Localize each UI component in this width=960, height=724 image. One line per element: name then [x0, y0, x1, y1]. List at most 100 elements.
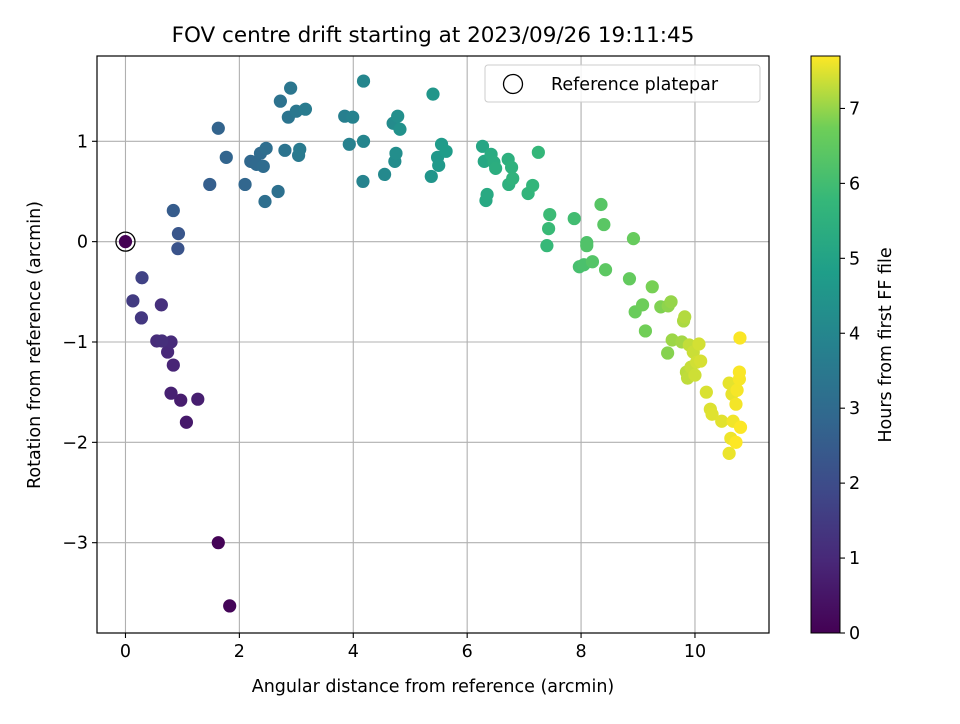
y-tick-label: 1 [77, 132, 88, 152]
data-point [179, 415, 194, 429]
data-point [638, 324, 653, 338]
data-point [692, 337, 706, 351]
data-point [426, 87, 440, 101]
data-point [504, 160, 519, 174]
data-point [118, 235, 133, 249]
colorbar-ticks: 0 1 2 3 4 5 6 7 [840, 99, 860, 644]
legend: Reference platepar [484, 64, 761, 103]
data-point [298, 102, 313, 116]
x-tick-label: 2 [234, 642, 245, 662]
legend-reference-marker [502, 73, 524, 95]
axis-ticks: 0 2 4 6 8 10 −3 −2 −1 0 1 [62, 132, 706, 662]
data-point [489, 161, 503, 175]
data-point [271, 184, 285, 199]
data-point [284, 81, 298, 95]
reference-platepar-marker [115, 231, 136, 252]
data-point [542, 221, 556, 236]
data-point [567, 211, 581, 226]
data-point [238, 177, 252, 192]
data-point [393, 122, 407, 136]
data-point [191, 392, 205, 406]
data-point [594, 197, 608, 212]
data-point [174, 393, 188, 407]
data-point [134, 311, 149, 325]
colorbar-label: Hours from first FF file [876, 247, 896, 442]
data-point [729, 397, 743, 411]
data-point [166, 358, 180, 372]
data-point [480, 187, 494, 202]
y-axis-label: Rotation from reference (arcmin) [25, 201, 45, 489]
data-point [635, 298, 650, 312]
data-point [626, 232, 641, 246]
data-point [161, 345, 175, 359]
data-point [531, 145, 545, 159]
legend-entry-label: Reference platepar [551, 75, 719, 95]
data-point [258, 194, 272, 209]
data-point [715, 414, 729, 428]
data-point [356, 134, 371, 148]
data-point [526, 178, 540, 193]
data-point [705, 407, 719, 421]
data-point [645, 280, 659, 294]
data-point [597, 217, 611, 232]
colorbar-tick-label: 2 [849, 474, 860, 494]
data-point [506, 171, 520, 186]
colorbar-tick-label: 3 [849, 399, 860, 419]
data-point [664, 295, 678, 309]
data-point [424, 169, 438, 184]
y-tick-label: −3 [62, 534, 88, 554]
data-point [543, 207, 557, 222]
colorbar-tick-label: 1 [849, 549, 860, 569]
data-point [256, 159, 270, 173]
data-point [171, 227, 186, 241]
data-point [622, 272, 637, 286]
data-point [126, 294, 140, 308]
data-point [678, 310, 692, 324]
data-point [389, 146, 403, 160]
data-point [377, 167, 392, 182]
x-axis-label: Angular distance from reference (arcmin) [252, 677, 615, 697]
data-point [699, 385, 713, 399]
data-point [342, 137, 356, 151]
data-point [356, 174, 370, 189]
data-point [688, 368, 702, 382]
data-point [661, 346, 675, 360]
data-point [259, 141, 273, 155]
x-tick-label: 8 [575, 642, 586, 662]
data-point [730, 383, 744, 397]
data-point [211, 536, 225, 550]
colorbar [810, 55, 841, 634]
x-tick-label: 0 [120, 642, 131, 662]
data-point [346, 110, 360, 124]
data-points [118, 74, 748, 613]
data-point [293, 142, 307, 156]
colorbar-tick-label: 4 [849, 324, 860, 344]
plot-frame [96, 55, 770, 634]
colorbar-tick-label: 6 [849, 174, 860, 194]
data-point [475, 139, 490, 153]
y-tick-label: 0 [77, 233, 88, 253]
y-tick-label: −1 [62, 333, 88, 353]
chart-title: FOV centre drift starting at 2023/09/26 … [172, 23, 695, 48]
reference-marker-layer [115, 231, 136, 252]
legend-box [484, 64, 761, 103]
y-tick-label: −2 [62, 433, 88, 453]
colorbar-tick-label: 5 [849, 249, 860, 269]
data-point [432, 158, 446, 172]
colorbar-tick-label: 0 [849, 624, 860, 644]
data-point [729, 435, 743, 449]
data-point [164, 386, 178, 400]
data-point [733, 420, 748, 434]
data-point [223, 599, 237, 613]
data-point [694, 354, 708, 368]
data-point [203, 177, 217, 192]
data-point [439, 144, 453, 158]
data-point [219, 150, 233, 164]
data-point [171, 242, 185, 256]
x-tick-label: 10 [684, 642, 706, 662]
data-point [135, 271, 149, 285]
x-tick-label: 6 [462, 642, 473, 662]
x-tick-label: 4 [348, 642, 359, 662]
